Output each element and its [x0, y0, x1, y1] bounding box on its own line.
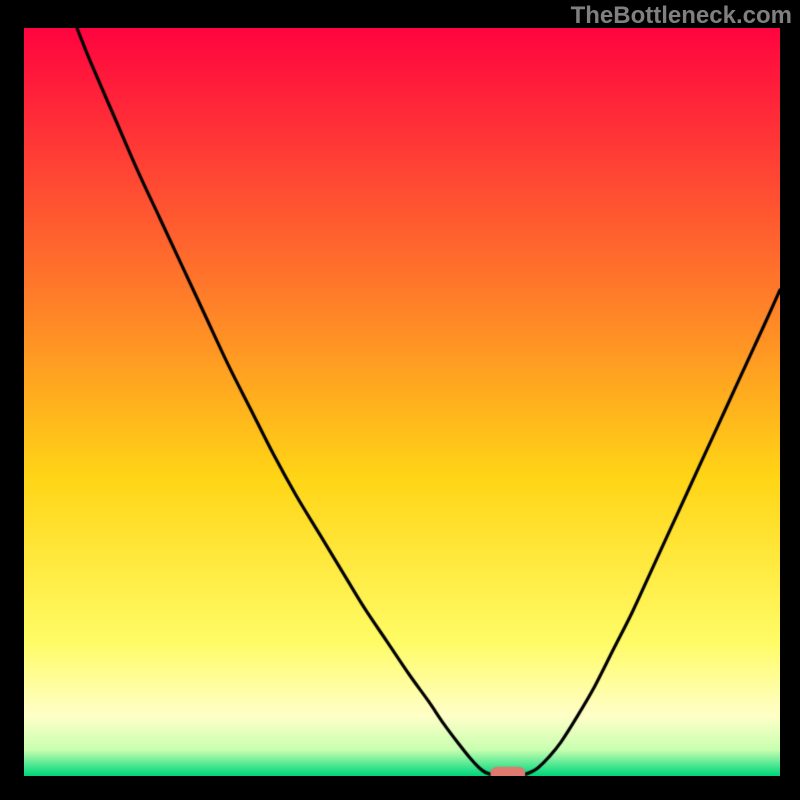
watermark-text: TheBottleneck.com: [571, 2, 792, 30]
bottleneck-curve: [24, 28, 780, 776]
chart-root: TheBottleneck.com: [0, 0, 800, 800]
plot-area: [24, 28, 780, 776]
